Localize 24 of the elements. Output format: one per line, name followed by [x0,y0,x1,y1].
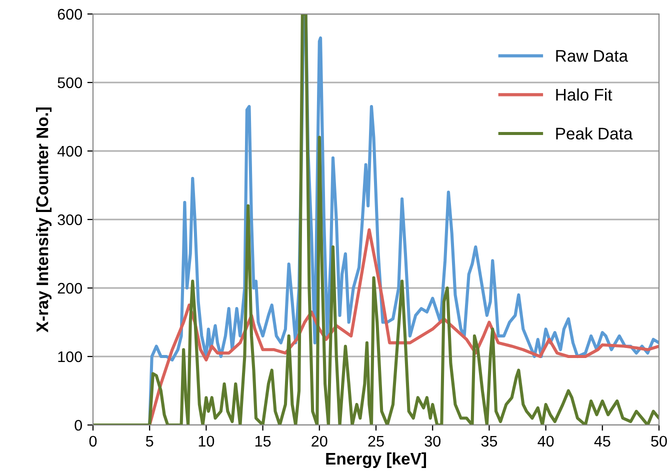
y-tick-label: 0 [74,420,82,431]
x-tick-label: 40 [538,436,554,447]
x-tick-label: 15 [255,436,271,447]
y-tick-label: 600 [58,8,82,20]
legend-label: Raw Data [556,50,628,62]
x-tick-label: 30 [424,436,440,447]
x-tick-label: 5 [146,436,154,447]
x-tick-label: 45 [594,436,610,447]
y-tick-label: 100 [58,351,82,362]
x-tick-label: 35 [481,436,498,447]
x-tick-label: 25 [368,436,384,447]
y-tick-label: 400 [57,146,82,157]
y-tick-label: 300 [58,214,82,226]
x-tick-label: 20 [312,436,328,447]
x-tick-label: 10 [198,436,214,447]
legend-label: Halo Fit [556,88,612,101]
y-axis-title: X-ray Intensity [Counter No.] [36,107,52,332]
x-axis-title: Energy [keV] [326,452,426,468]
legend-label: Peak Data [556,127,633,140]
y-tick-label: 500 [58,77,82,88]
x-tick-label: 0 [89,436,97,447]
x-tick-label: 50 [651,436,667,447]
y-tick-label: 200 [58,282,82,294]
line-series [93,14,659,425]
